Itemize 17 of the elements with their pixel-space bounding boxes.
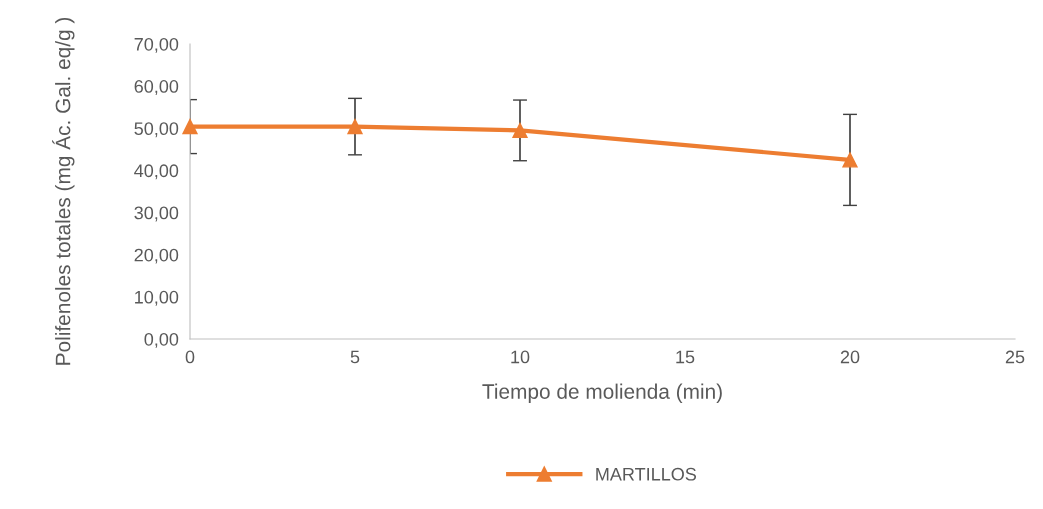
x-tick-label: 10	[511, 350, 530, 364]
legend-label: MARTILLOS	[596, 467, 697, 481]
y-axis-title: Polifenoles totales (mg Ác. Gal. eq/g )	[52, 17, 75, 365]
y-tick-label: 30,00	[134, 206, 179, 222]
x-axis-title: Tiempo de molienda (min)	[482, 383, 722, 404]
y-tick-label: 60,00	[134, 80, 179, 95]
y-tick-label: 70,00	[134, 37, 179, 53]
x-tick-label: 5	[350, 350, 360, 364]
y-tick-label: 20,00	[134, 248, 179, 264]
x-tick-label: 15	[676, 350, 695, 364]
y-tick-label: 0,00	[144, 332, 179, 348]
y-tick-label: 50,00	[134, 122, 179, 138]
x-tick-label: 20	[840, 350, 860, 364]
x-tick-label: 25	[1005, 350, 1025, 364]
y-tick-label: 40,00	[134, 164, 179, 180]
y-tick-label: 10,00	[135, 290, 179, 306]
x-tick-label: 0	[185, 350, 195, 364]
